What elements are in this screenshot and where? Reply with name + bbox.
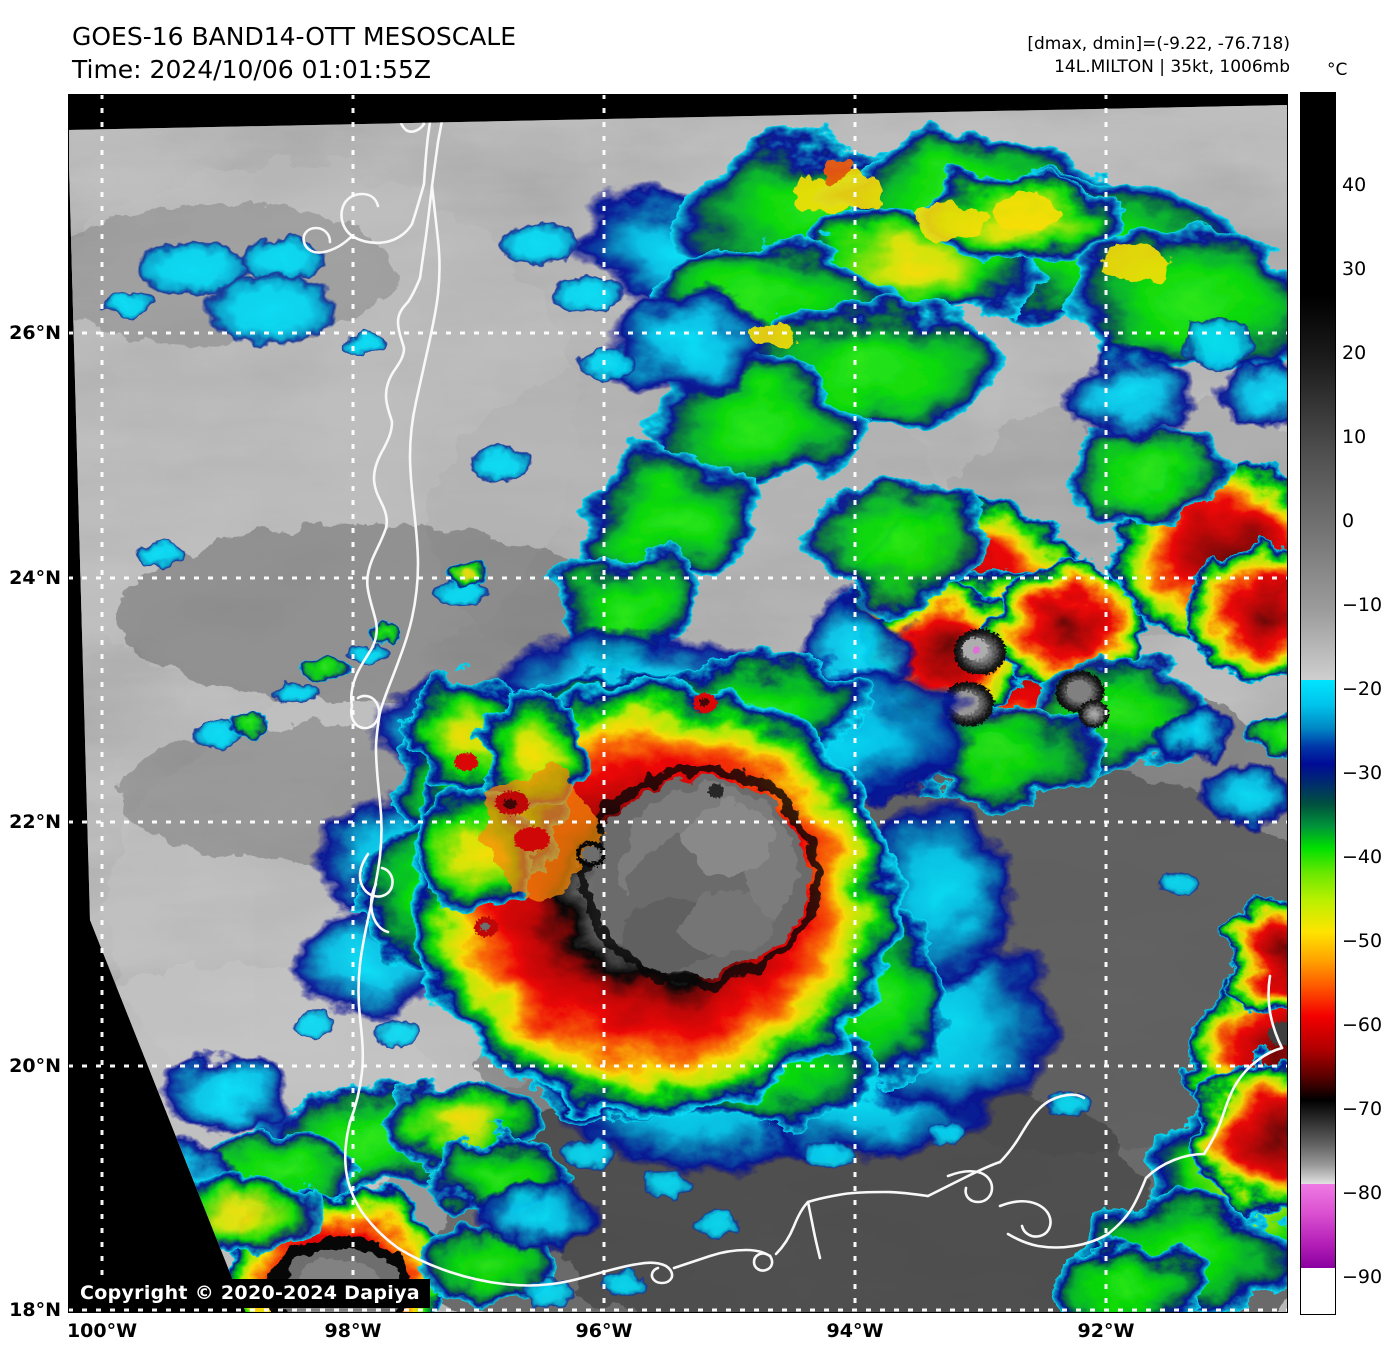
- cbtick-n50: −50: [1342, 930, 1383, 952]
- ytick-22n: 22°N: [9, 811, 61, 833]
- ytick-24n: 24°N: [9, 567, 61, 589]
- colorbar: [1300, 92, 1336, 1315]
- cbtick-n20: −20: [1342, 678, 1383, 700]
- page-title: GOES-16 BAND14-OTT MESOSCALE: [72, 22, 517, 51]
- title-block: GOES-16 BAND14-OTT MESOSCALE Time: 2024/…: [72, 20, 516, 86]
- ytick-26n: 26°N: [9, 322, 61, 344]
- dmax-dmin-label: [dmax, dmin]=(-9.22, -76.718): [1027, 34, 1290, 54]
- cbtick-n30: −30: [1342, 762, 1383, 784]
- cbtick-n40: −40: [1342, 846, 1383, 868]
- cbtick-20: 20: [1342, 342, 1367, 364]
- timestamp-label: Time: 2024/10/06 01:01:55Z: [72, 55, 431, 84]
- storm-info-label: 14L.MILTON | 35kt, 1006mb: [1054, 57, 1290, 77]
- ytick-18n: 18°N: [9, 1299, 61, 1321]
- colorbar-unit-label: °C: [1327, 60, 1348, 80]
- xtick-98w: 98°W: [324, 1320, 382, 1342]
- xtick-94w: 94°W: [826, 1320, 884, 1342]
- copyright-watermark: Copyright © 2020-2024 Dapiya: [72, 1279, 430, 1308]
- satellite-image-plot: [68, 94, 1288, 1313]
- ytick-20n: 20°N: [9, 1055, 61, 1077]
- latitude-axis: 26°N 24°N 22°N 20°N 18°N: [0, 0, 62, 1359]
- xtick-100w: 100°W: [66, 1320, 138, 1342]
- metadata-block: [dmax, dmin]=(-9.22, -76.718) 14L.MILTON…: [1027, 33, 1290, 79]
- cbtick-n10: −10: [1342, 594, 1383, 616]
- cbtick-10: 10: [1342, 426, 1367, 448]
- cbtick-n90: −90: [1342, 1266, 1383, 1288]
- cbtick-n70: −70: [1342, 1098, 1383, 1120]
- cbtick-40: 40: [1342, 174, 1367, 196]
- cbtick-0: 0: [1342, 510, 1355, 532]
- cbtick-30: 30: [1342, 258, 1367, 280]
- cbtick-n80: −80: [1342, 1182, 1383, 1204]
- cbtick-n60: −60: [1342, 1014, 1383, 1036]
- xtick-92w: 92°W: [1077, 1320, 1135, 1342]
- xtick-96w: 96°W: [575, 1320, 633, 1342]
